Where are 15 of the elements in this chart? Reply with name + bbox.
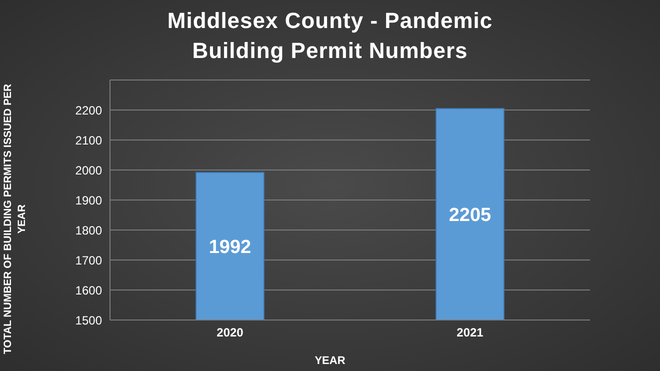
- y-tick-label: 1500: [75, 313, 102, 328]
- x-axis-title: YEAR: [314, 355, 346, 367]
- y-tick-label: 2200: [75, 103, 102, 118]
- y-tick-label: 1600: [75, 283, 102, 298]
- y-tick-label: 2000: [75, 163, 102, 178]
- y-tick-label: 1800: [75, 223, 102, 238]
- chart-title: Middlesex County - Pandemic Building Permit Numbers: [166, 7, 494, 65]
- x-tick-label: 2021: [456, 326, 484, 340]
- y-tick-label: 1700: [75, 253, 102, 268]
- data-label: 2205: [448, 204, 492, 226]
- y-tick-label: 1900: [75, 193, 102, 208]
- y-axis-title: TOTAL NUMBER OF BUILDING PERMITS ISSUED PER YEAR: [1, 82, 29, 356]
- y-tick-label: 2100: [75, 133, 102, 148]
- data-label: 1992: [208, 236, 252, 258]
- x-tick-label: 2020: [216, 326, 244, 340]
